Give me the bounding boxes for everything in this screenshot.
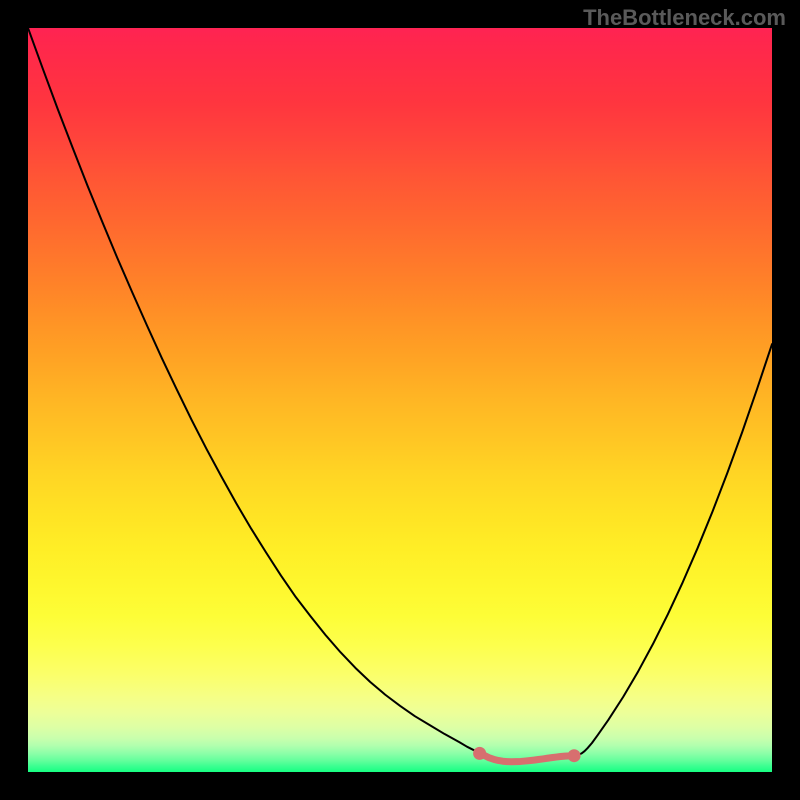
highlight-end-dot <box>568 749 581 762</box>
plot-area <box>28 28 772 772</box>
chart-container: TheBottleneck.com <box>0 0 800 800</box>
highlight-start-dot <box>473 747 486 760</box>
watermark-text: TheBottleneck.com <box>583 5 786 31</box>
chart-svg <box>28 28 772 772</box>
